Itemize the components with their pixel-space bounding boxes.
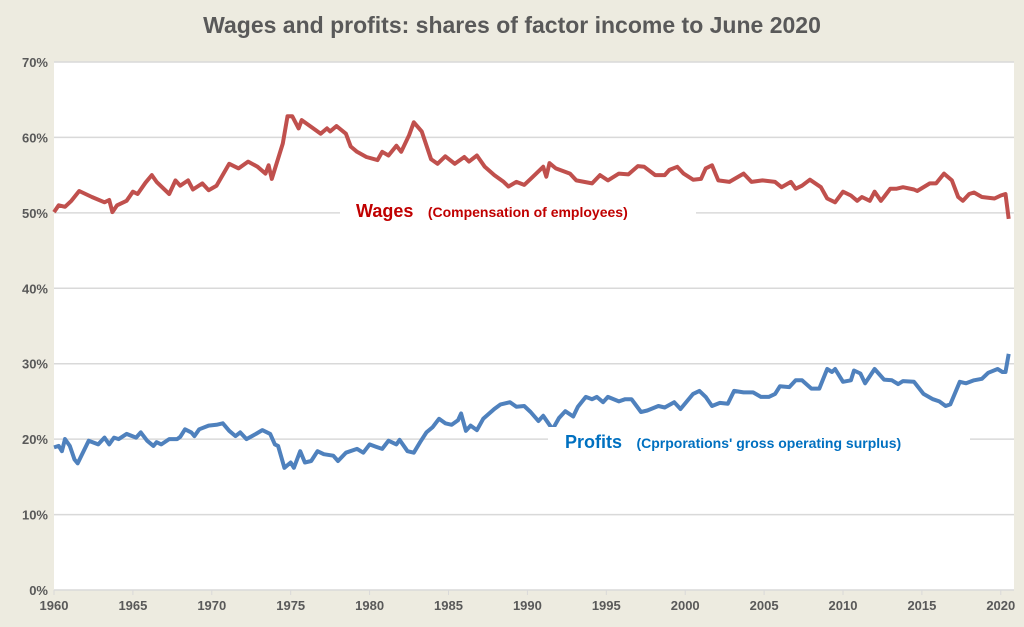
x-axis-ticks: 1960 1965 1970 1975 1980 1985 1990 1995 2000 2005… [40, 590, 1015, 613]
x-tick-label: 1990 [513, 598, 542, 613]
x-tick-label: 1975 [276, 598, 305, 613]
y-tick-label: 60% [22, 130, 48, 145]
profits-label-main: Profits [565, 432, 622, 452]
x-tick-label: 1995 [592, 598, 621, 613]
wages-series-line [52, 114, 1011, 220]
profits-series-line [53, 353, 1011, 470]
y-axis-ticks: 0% 10% 20% 30% 40% 50% 60% 70% [22, 55, 48, 598]
y-tick-label: 10% [22, 508, 48, 523]
wages-label-sub: (Compensation of employees) [428, 204, 628, 220]
plot-area [54, 62, 1014, 590]
x-tick-label: 1960 [40, 598, 69, 613]
y-tick-label: 30% [22, 357, 48, 372]
x-tick-label: 1965 [118, 598, 147, 613]
y-tick-label: 50% [22, 206, 48, 221]
profits-label-sub: (Cprporations' gross operating surplus) [636, 435, 901, 451]
x-tick-label: 2010 [829, 598, 858, 613]
x-tick-label: 2020 [986, 598, 1015, 613]
y-tick-label: 20% [22, 432, 48, 447]
profits-label-background [548, 427, 970, 455]
profits-label: Profits (Cprporations' gross operating s… [565, 432, 901, 452]
x-tick-label: 2005 [750, 598, 779, 613]
x-tick-label: 2015 [907, 598, 936, 613]
chart-title: Wages and profits: shares of factor inco… [203, 12, 821, 38]
x-tick-label: 1970 [197, 598, 226, 613]
y-tick-label: 70% [22, 55, 48, 70]
wages-label-background [340, 196, 696, 224]
x-tick-label: 2000 [671, 598, 700, 613]
wages-label-main: Wages [356, 201, 413, 221]
x-tick-label: 1980 [355, 598, 384, 613]
x-tick-label: 1985 [434, 598, 463, 613]
y-tick-label: 40% [22, 281, 48, 296]
series-lines [52, 114, 1011, 470]
y-tick-label: 0% [29, 583, 48, 598]
wages-label: Wages (Compensation of employees) [356, 201, 628, 221]
